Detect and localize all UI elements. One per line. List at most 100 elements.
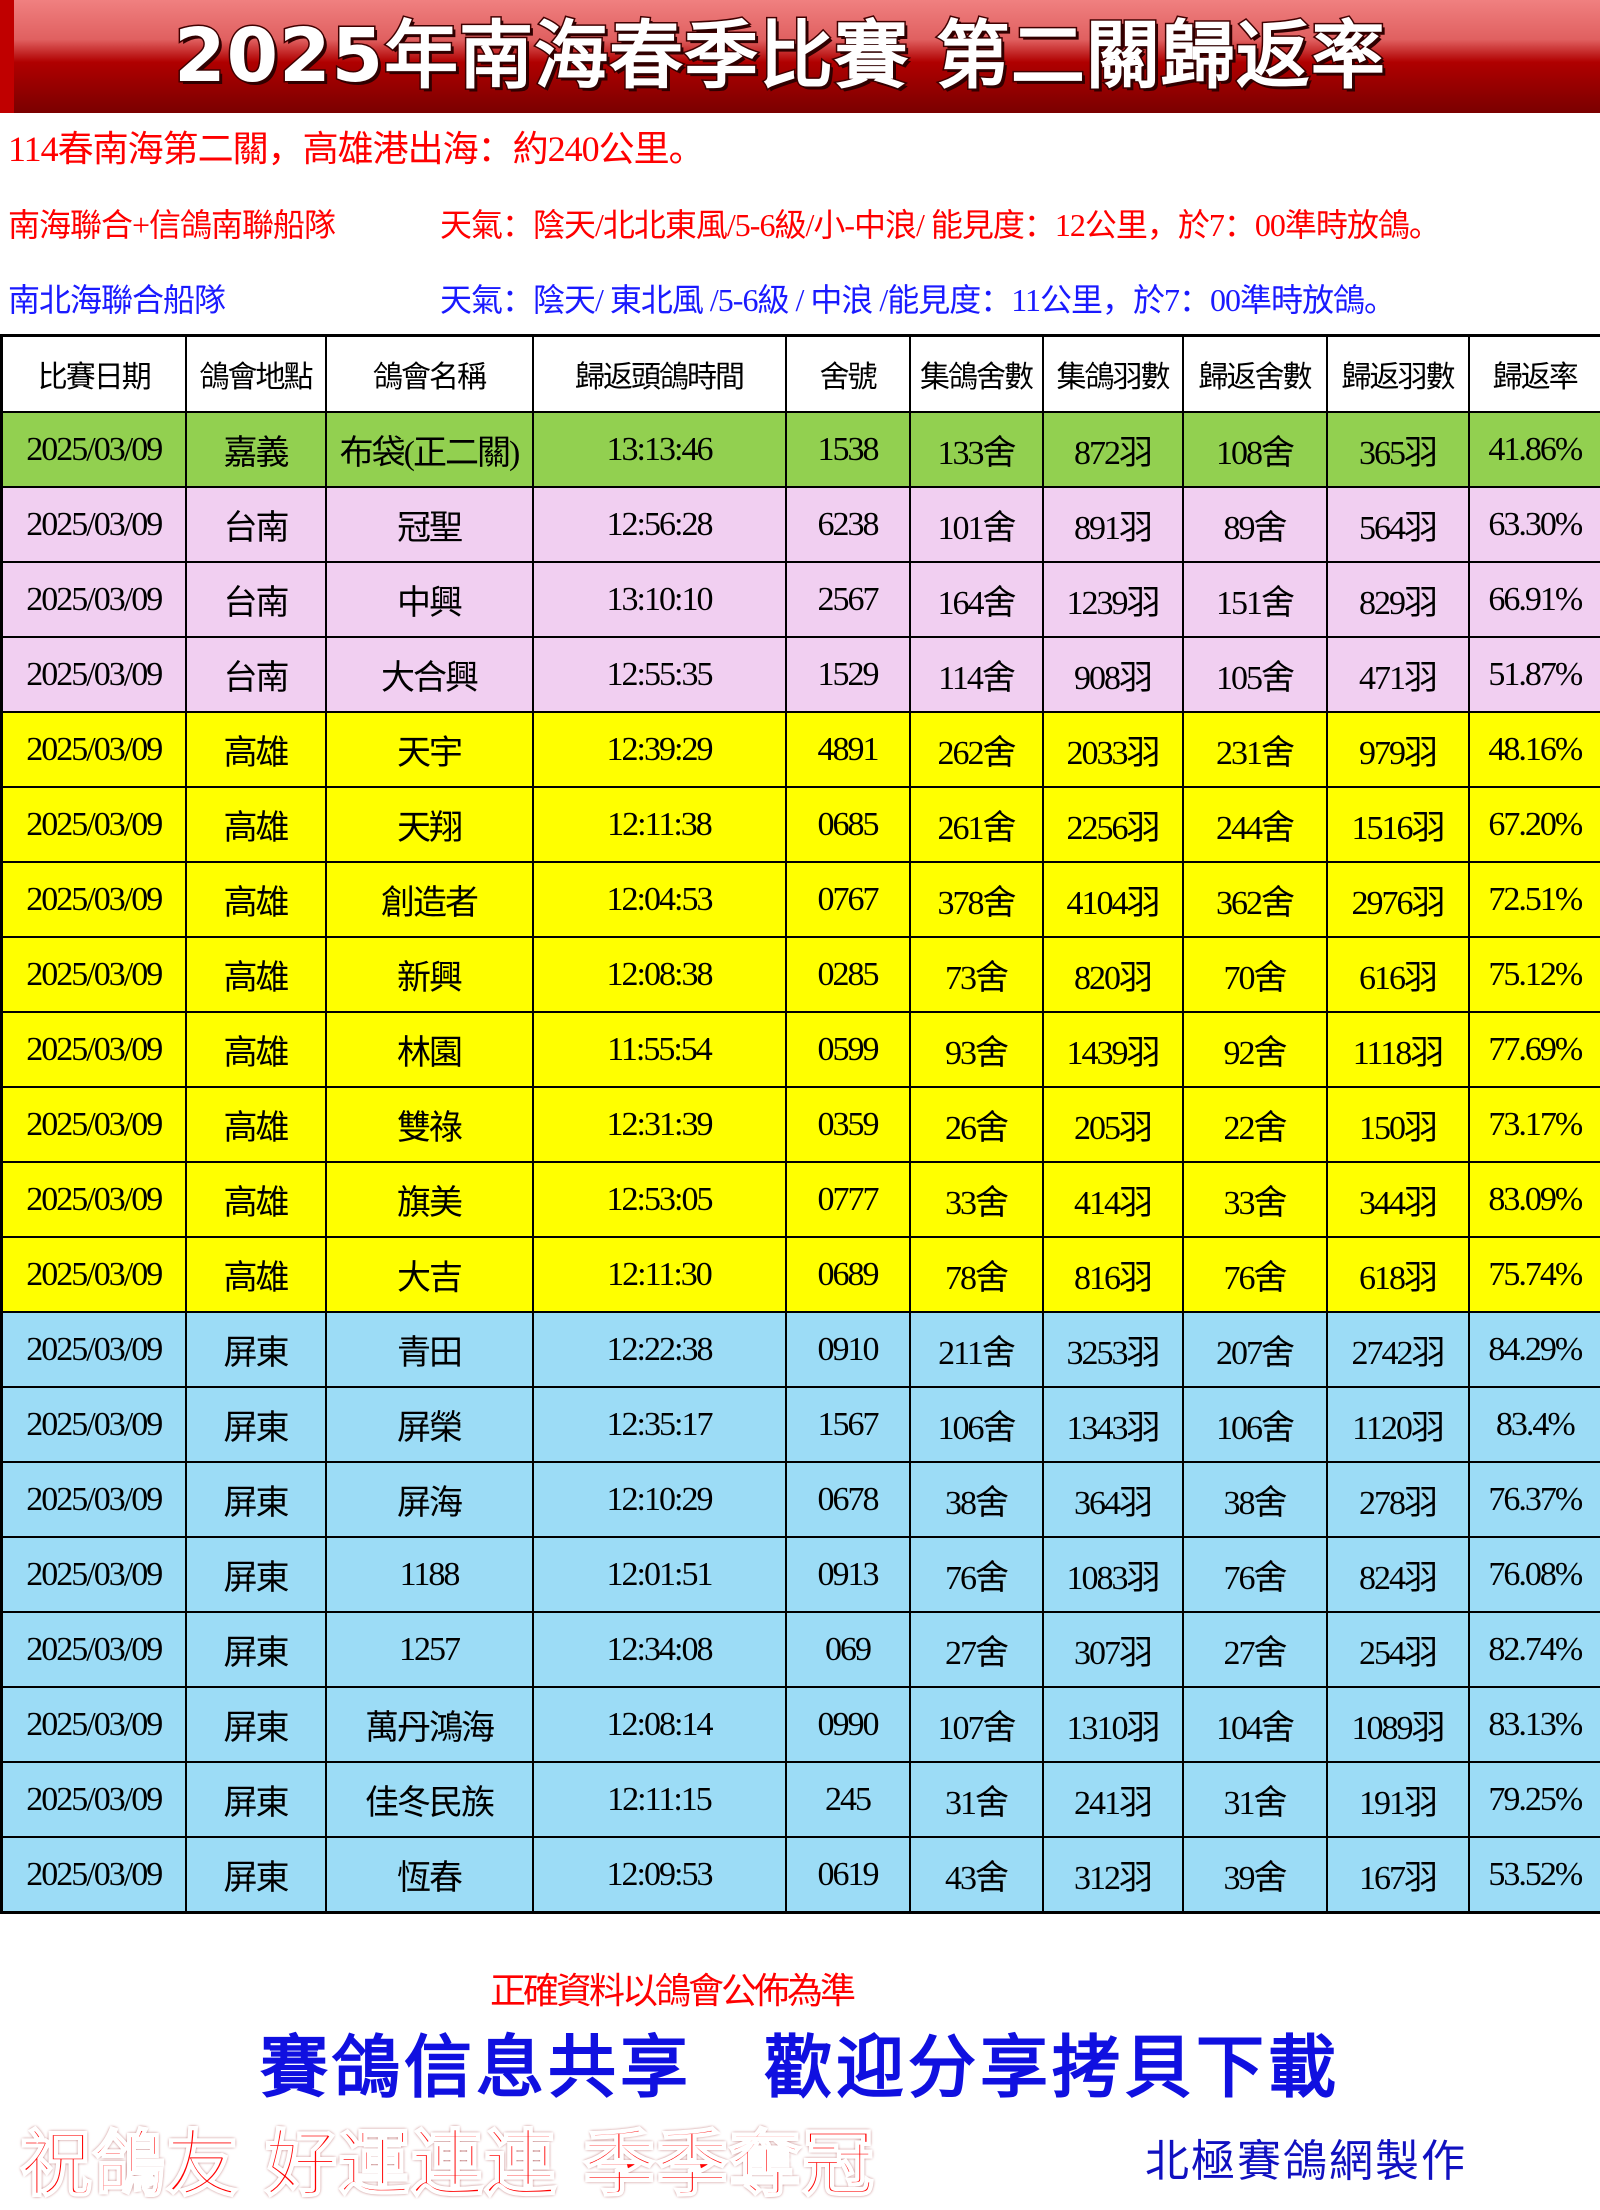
cell-entered-birds: 241羽 (1043, 1762, 1183, 1837)
cell-returned-birds: 2742羽 (1327, 1312, 1469, 1387)
cell-location: 台南 (186, 637, 326, 712)
return-rate-table: 比賽日期鴿會地點鴿會名稱歸返頭鴿時間舍號集鴿舍數集鴿羽數歸返舍數歸返羽數歸返率 … (0, 334, 1600, 1914)
cell-returned-lofts: 70舍 (1183, 937, 1327, 1012)
cell-returned-lofts: 231舍 (1183, 712, 1327, 787)
cell-loft-number: 0359 (786, 1087, 910, 1162)
cell-return-rate: 73.17% (1469, 1087, 1600, 1162)
cell-entered-lofts: 76舍 (910, 1537, 1043, 1612)
column-header-location: 鴿會地點 (186, 336, 326, 413)
cell-returned-birds: 1516羽 (1327, 787, 1469, 862)
cell-returned-birds: 2976羽 (1327, 862, 1469, 937)
cell-club-name: 恆春 (326, 1837, 533, 1913)
cell-entered-lofts: 27舍 (910, 1612, 1043, 1687)
cell-location: 高雄 (186, 1237, 326, 1312)
cell-date: 2025/03/09 (2, 1012, 186, 1087)
cell-first-return-time: 12:09:53 (533, 1837, 786, 1913)
cell-date: 2025/03/09 (2, 1087, 186, 1162)
column-header-date: 比賽日期 (2, 336, 186, 413)
cell-return-rate: 75.74% (1469, 1237, 1600, 1312)
cell-return-rate: 75.12% (1469, 937, 1600, 1012)
cell-returned-birds: 1120羽 (1327, 1387, 1469, 1462)
cell-first-return-time: 12:11:30 (533, 1237, 786, 1312)
cell-return-rate: 77.69% (1469, 1012, 1600, 1087)
cell-returned-birds: 1118羽 (1327, 1012, 1469, 1087)
cell-entered-lofts: 114舍 (910, 637, 1043, 712)
cell-entered-lofts: 133舍 (910, 412, 1043, 487)
cell-first-return-time: 12:10:29 (533, 1462, 786, 1537)
cell-first-return-time: 12:22:38 (533, 1312, 786, 1387)
cell-date: 2025/03/09 (2, 562, 186, 637)
cell-location: 嘉義 (186, 412, 326, 487)
cell-returned-birds: 254羽 (1327, 1612, 1469, 1687)
cell-club-name: 旗美 (326, 1162, 533, 1237)
cell-returned-lofts: 38舍 (1183, 1462, 1327, 1537)
cell-returned-lofts: 31舍 (1183, 1762, 1327, 1837)
cell-entered-birds: 1239羽 (1043, 562, 1183, 637)
cell-entered-lofts: 164舍 (910, 562, 1043, 637)
cell-club-name: 屏海 (326, 1462, 533, 1537)
cell-returned-lofts: 207舍 (1183, 1312, 1327, 1387)
cell-entered-birds: 364羽 (1043, 1462, 1183, 1537)
cell-entered-lofts: 106舍 (910, 1387, 1043, 1462)
cell-loft-number: 0678 (786, 1462, 910, 1537)
cell-club-name: 1188 (326, 1537, 533, 1612)
cell-loft-number: 0777 (786, 1162, 910, 1237)
cell-first-return-time: 12:11:38 (533, 787, 786, 862)
cell-first-return-time: 12:04:53 (533, 862, 786, 937)
cell-returned-lofts: 92舍 (1183, 1012, 1327, 1087)
cell-returned-birds: 616羽 (1327, 937, 1469, 1012)
cell-date: 2025/03/09 (2, 787, 186, 862)
cell-returned-lofts: 22舍 (1183, 1087, 1327, 1162)
cell-date: 2025/03/09 (2, 1387, 186, 1462)
cell-loft-number: 069 (786, 1612, 910, 1687)
cell-entered-birds: 307羽 (1043, 1612, 1183, 1687)
cell-return-rate: 67.20% (1469, 787, 1600, 862)
column-header-loft-number: 舍號 (786, 336, 910, 413)
maker-credit: 北極賽鴿網製作 (1145, 2125, 1467, 2189)
cell-date: 2025/03/09 (2, 487, 186, 562)
cell-location: 高雄 (186, 1162, 326, 1237)
cell-return-rate: 82.74% (1469, 1612, 1600, 1687)
cell-loft-number: 0285 (786, 937, 910, 1012)
cell-location: 屏東 (186, 1462, 326, 1537)
cell-club-name: 青田 (326, 1312, 533, 1387)
cell-location: 高雄 (186, 937, 326, 1012)
cell-loft-number: 245 (786, 1762, 910, 1837)
cell-location: 屏東 (186, 1837, 326, 1913)
cell-club-name: 中興 (326, 562, 533, 637)
column-header-entered-lofts: 集鴿舍數 (910, 336, 1043, 413)
cell-entered-lofts: 33舍 (910, 1162, 1043, 1237)
cell-first-return-time: 12:53:05 (533, 1162, 786, 1237)
cell-first-return-time: 12:35:17 (533, 1387, 786, 1462)
weather-info-1: 天氣：陰天/北北東風/5-6級/小-中浪/ 能見度：12公里，於7：00準時放鴿… (440, 200, 1440, 246)
cell-return-rate: 41.86% (1469, 412, 1600, 487)
cell-entered-birds: 1083羽 (1043, 1537, 1183, 1612)
race-distance-info: 114春南海第二關，高雄港出海：約240公里。 (8, 120, 704, 172)
cell-return-rate: 84.29% (1469, 1312, 1600, 1387)
cell-first-return-time: 12:31:39 (533, 1087, 786, 1162)
cell-date: 2025/03/09 (2, 637, 186, 712)
cell-returned-lofts: 244舍 (1183, 787, 1327, 862)
cell-first-return-time: 12:55:35 (533, 637, 786, 712)
cell-return-rate: 76.37% (1469, 1462, 1600, 1537)
cell-club-name: 佳冬民族 (326, 1762, 533, 1837)
cell-club-name: 創造者 (326, 862, 533, 937)
cell-entered-birds: 908羽 (1043, 637, 1183, 712)
cell-entered-birds: 2033羽 (1043, 712, 1183, 787)
weather-info-2: 天氣：陰天/ 東北風 /5-6級 / 中浪 /能見度：11公里，於7：00準時放… (440, 275, 1395, 321)
cell-returned-lofts: 76舍 (1183, 1537, 1327, 1612)
cell-location: 屏東 (186, 1687, 326, 1762)
cell-returned-birds: 564羽 (1327, 487, 1469, 562)
cell-returned-birds: 365羽 (1327, 412, 1469, 487)
